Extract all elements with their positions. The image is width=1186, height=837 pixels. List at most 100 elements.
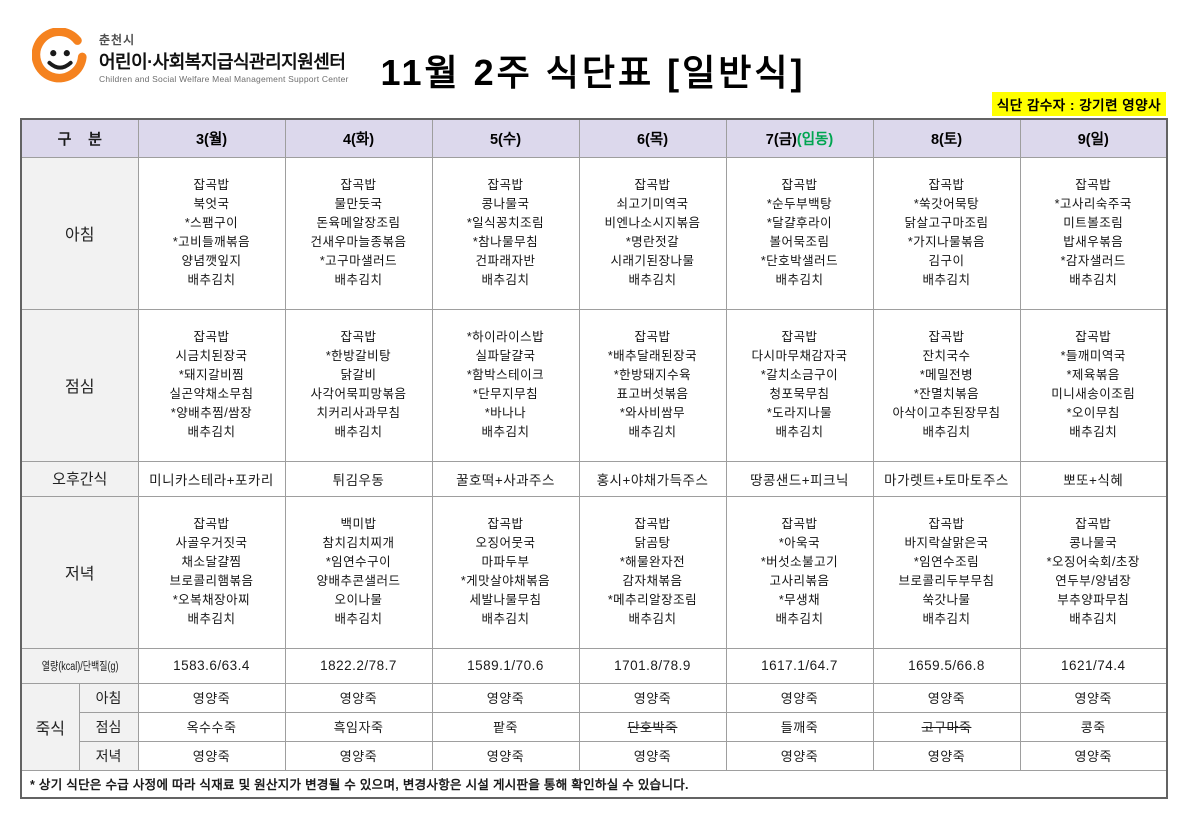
nutrition-cell-day4: 1701.8/78.9 [578, 647, 727, 684]
day-header-6: 8(토) [872, 118, 1021, 158]
dinner-menu-cell-day4: 잡곡밥 닭곰탕 *해물완자전 감자채볶음 *메추리알장조림 배추김치 [578, 495, 727, 649]
lunch-menu-cell-day1: 잡곡밥 시금치된장국 *돼지갈비찜 실곤약채소무침 *양배추찜/쌈장 배추김치 [137, 308, 286, 462]
lunch-row: 점심 잡곡밥 시금치된장국 *돼지갈비찜 실곤약채소무침 *양배추찜/쌈장 배추김치 잡곡밥… [20, 308, 1168, 462]
menu-item: 닭갈비 [340, 368, 377, 382]
menu-item: *참나물무침 [472, 235, 539, 249]
menu-item: 오징어뭇국 [475, 536, 536, 550]
menu-item: 김구이 [928, 254, 965, 268]
menu-item: 잡곡밥 [193, 517, 230, 531]
menu-item: 쇠고기미역국 [616, 197, 689, 211]
snack-cell-day5: 땅콩샌드+피크닉 [725, 460, 874, 497]
nutrition-label-text: 열량(kcal)/단백질(g) [41, 660, 119, 673]
menu-item: 양념깻잎지 [181, 254, 242, 268]
porridge-breakfast-cell-day4: 영양죽 [578, 682, 727, 713]
porridge-dinner-cell-day7: 영양죽 [1019, 740, 1168, 771]
nutrition-cell-day7: 1621/74.4 [1019, 647, 1168, 684]
menu-item: *고구마샐러드 [319, 254, 398, 268]
menu-item: 물만둣국 [334, 197, 383, 211]
menu-item: 사각어묵피망볶음 [310, 387, 407, 401]
menu-item: 사골우거짓국 [175, 536, 248, 550]
day-header-3: 5(수) [431, 118, 580, 158]
menu-item: 잡곡밥 [1075, 178, 1112, 192]
menu-item: *돼지갈비찜 [178, 368, 245, 382]
snack-cell-day3: 꿀호떡+사과주스 [431, 460, 580, 497]
menu-item: 오이나물 [334, 593, 383, 607]
porridge-breakfast-cell-day6: 영양죽 [872, 682, 1021, 713]
menu-item: 배추김치 [922, 425, 971, 439]
menu-item: 실곤약채소무침 [169, 387, 254, 401]
lunch-menu-cell-day7: 잡곡밥 *들깨미역국 *제육볶음 미니새송이조림 *오이무침 배추김치 [1019, 308, 1168, 462]
row-label-porridge-dinner: 저녁 [78, 740, 139, 771]
menu-item: 잡곡밥 [340, 178, 377, 192]
day-header-2: 4(화) [284, 118, 433, 158]
nutrition-cell-day5: 1617.1/64.7 [725, 647, 874, 684]
row-label-porridge-lunch: 점심 [78, 711, 139, 742]
logo-org-english: Children and Social Welfare Meal Managem… [99, 73, 349, 84]
menu-item: 볼어묵조림 [769, 235, 830, 249]
menu-item: *함박스테이크 [466, 368, 545, 382]
snack-cell-day7: 뽀또+식혜 [1019, 460, 1168, 497]
snack-row: 오후간식 미니카스테라+포카리 튀김우동 꿀호떡+사과주스 홍시+야채가득주스 땅콩샌드… [20, 460, 1168, 497]
menu-item: *하이라이스밥 [466, 330, 545, 344]
menu-item: 잡곡밥 [781, 330, 818, 344]
porridge-dinner-cell-day3: 영양죽 [431, 740, 580, 771]
menu-item: 배추김치 [628, 425, 677, 439]
menu-item: 채소달걀찜 [181, 555, 242, 569]
menu-item: 배추김치 [334, 425, 383, 439]
porridge-breakfast-cell-day1: 영양죽 [137, 682, 286, 713]
menu-item: 참치김치찌개 [322, 536, 395, 550]
menu-item: 다시마무채감자국 [751, 349, 848, 363]
row-label-breakfast: 아침 [20, 156, 139, 310]
porridge-lunch-cell-day3: 팥죽 [431, 711, 580, 742]
menu-table: 구 분 3(월) 4(화) 5(수) 6(목) 7(금)(입동) 8(토) 9(일) 아침 … [20, 118, 1168, 799]
porridge-dinner-cell-day1: 영양죽 [137, 740, 286, 771]
porridge-breakfast-cell-day3: 영양죽 [431, 682, 580, 713]
menu-item: 배추김치 [481, 425, 530, 439]
menu-item: 잡곡밥 [928, 178, 965, 192]
menu-item: *도라지나물 [766, 406, 833, 420]
nutrition-cell-day1: 1583.6/63.4 [137, 647, 286, 684]
menu-item: 바지락살맑은국 [904, 536, 989, 550]
dinner-menu-cell-day1: 잡곡밥 사골우거짓국 채소달걀찜 브로콜리햄볶음 *오복채장아찌 배추김치 [137, 495, 286, 649]
menu-item: 배추김치 [775, 612, 824, 626]
menu-item: 시금치된장국 [175, 349, 248, 363]
menu-item: 건파래자반 [475, 254, 536, 268]
logo-text-block: 춘천시 어린이·사회복지급식관리지원센터 Children and Social… [99, 31, 349, 84]
menu-item: 잡곡밥 [193, 178, 230, 192]
porridge-lunch-cell-day7: 콩죽 [1019, 711, 1168, 742]
center-logo: 춘천시 어린이·사회복지급식관리지원센터 Children and Social… [32, 28, 349, 86]
row-label-snack: 오후간식 [20, 460, 139, 497]
menu-item: 콩나물국 [481, 197, 530, 211]
dinner-row: 저녁 잡곡밥 사골우거짓국 채소달걀찜 브로콜리햄볶음 *오복채장아찌 배추김치 백미밥 참치… [20, 495, 1168, 649]
dinner-menu-cell-day2: 백미밥 참치김치찌개 *임연수구이 양배추콘샐러드 오이나물 배추김치 [284, 495, 433, 649]
menu-item: *양배추찜/쌈장 [170, 406, 253, 420]
menu-item: 잡곡밥 [634, 178, 671, 192]
menu-item: 양배추콘샐러드 [316, 574, 401, 588]
menu-item: *바나나 [484, 406, 527, 420]
menu-item: *고사리숙주국 [1054, 197, 1132, 211]
breakfast-menu-cell-day5: 잡곡밥 *순두부백탕 *달걀후라이 볼어묵조림 *단호박샐러드 배추김치 [725, 156, 874, 310]
breakfast-menu-cell-day6: 잡곡밥 *쑥갓어묵탕 닭살고구마조림 *가지나물볶음 김구이 배추김치 [872, 156, 1021, 310]
menu-item: *일식꽁치조림 [466, 216, 545, 230]
nutrition-cell-day6: 1659.5/66.8 [872, 647, 1021, 684]
menu-item: 연두부/양념장 [1055, 574, 1132, 588]
menu-item: 청포묵무침 [769, 387, 830, 401]
page-title: 11월 2주 식단표 [일반식] [380, 52, 806, 93]
breakfast-menu-cell-day1: 잡곡밥 북엇국 *스팸구이 *고비들깨볶음 양념깻잎지 배추김치 [137, 156, 286, 310]
menu-item: 배추김치 [481, 273, 530, 287]
smiley-logo-icon [32, 28, 87, 83]
porridge-breakfast-cell-day5: 영양죽 [725, 682, 874, 713]
porridge-breakfast-cell-day2: 영양죽 [284, 682, 433, 713]
day-header-4: 6(목) [578, 118, 727, 158]
supervisor-badge: 식단 감수자 : 강기련 영양사 [991, 92, 1166, 116]
menu-item: *갈치소금구이 [760, 368, 839, 382]
menu-item: 치커리사과무침 [316, 406, 401, 420]
menu-item: 잡곡밥 [1075, 517, 1112, 531]
menu-item: 북엇국 [193, 197, 230, 211]
menu-item: *오징어숙회/초장 [1046, 555, 1140, 569]
menu-item: *아욱국 [778, 536, 821, 550]
row-label-porridge: 죽식 [20, 682, 80, 771]
menu-item: 미트볼조림 [1063, 216, 1124, 230]
menu-item: 잡곡밥 [634, 517, 671, 531]
